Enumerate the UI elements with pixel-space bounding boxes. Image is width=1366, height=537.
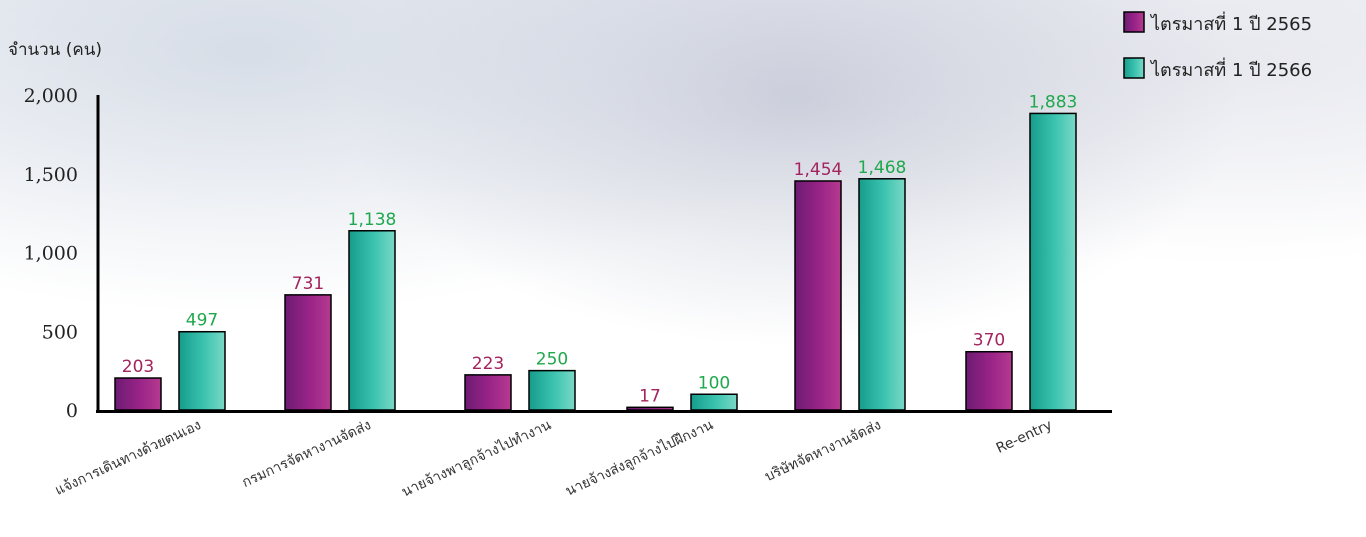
bar-series-2-6 bbox=[1029, 112, 1077, 411]
data-label-series-1-1: 203 bbox=[122, 357, 154, 377]
legend-swatch-2566 bbox=[1123, 57, 1145, 79]
legend-swatch-2565 bbox=[1123, 11, 1145, 33]
category-label: บริษัทจัดหางานจัดส่ง bbox=[763, 417, 884, 485]
data-label-series-2-2: 1,138 bbox=[348, 210, 397, 230]
y-tick-label: 1,000 bbox=[24, 243, 78, 265]
y-tick-label: 2,000 bbox=[24, 85, 78, 107]
y-tick-label: 0 bbox=[66, 400, 78, 422]
legend-label-2565: ไตรมาสที่ 1 ปี 2565 bbox=[1149, 11, 1312, 35]
bar-series-1-2 bbox=[284, 294, 332, 411]
legend: ไตรมาสที่ 1 ปี 2565 ไตรมาสที่ 1 ปี 2566 bbox=[1123, 11, 1312, 81]
category-label: Re-entry bbox=[994, 417, 1055, 457]
data-label-series-2-3: 250 bbox=[536, 350, 568, 370]
data-label-series-1-5: 1,454 bbox=[794, 160, 843, 180]
bar-series-1-1 bbox=[114, 377, 162, 411]
data-label-series-1-4: 17 bbox=[639, 386, 661, 406]
data-label-series-1-3: 223 bbox=[472, 354, 504, 374]
data-label-series-1-6: 370 bbox=[973, 331, 1005, 351]
bar-series-2-3 bbox=[528, 369, 576, 411]
bar-series-2-1 bbox=[178, 330, 226, 411]
y-tick-label: 1,500 bbox=[24, 164, 78, 186]
category-label: นายจ้างพาลูกจ้างไปทำงาน bbox=[399, 416, 554, 500]
bar-series-1-6 bbox=[965, 350, 1013, 411]
y-axis-label: จำนวน (คน) bbox=[8, 40, 102, 60]
category-label: นายจ้างส่งลูกจ้างไปฝึกงาน bbox=[563, 416, 716, 500]
data-label-series-2-5: 1,468 bbox=[858, 158, 907, 178]
legend-label-2566: ไตรมาสที่ 1 ปี 2566 bbox=[1149, 57, 1312, 81]
bar-series-1-5 bbox=[794, 180, 842, 411]
data-label-series-2-6: 1,883 bbox=[1029, 92, 1078, 112]
bar-series-2-2 bbox=[348, 230, 396, 411]
data-label-series-1-2: 731 bbox=[292, 274, 324, 294]
bar-series-1-3 bbox=[464, 374, 512, 411]
bar-series-1-4 bbox=[626, 406, 674, 411]
data-label-series-2-1: 497 bbox=[186, 311, 218, 331]
category-label: แจ้งการเดินทางด้วยตนเอง bbox=[53, 417, 204, 499]
bar-series-2-5 bbox=[858, 178, 906, 411]
bar-series-2-4 bbox=[690, 393, 738, 411]
data-label-series-2-4: 100 bbox=[698, 373, 730, 393]
y-tick-label: 500 bbox=[42, 321, 78, 343]
category-label: กรมการจัดหางานจัดส่ง bbox=[240, 417, 374, 491]
